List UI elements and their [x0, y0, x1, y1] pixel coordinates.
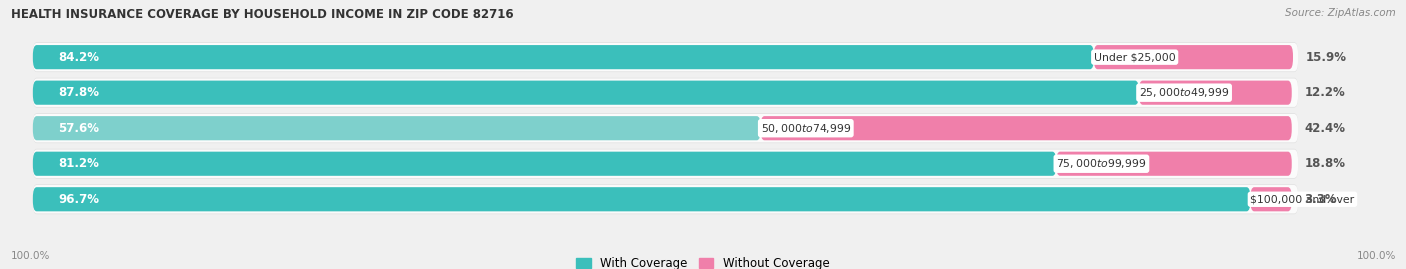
FancyBboxPatch shape	[32, 79, 1298, 107]
FancyBboxPatch shape	[32, 150, 1298, 178]
Text: 15.9%: 15.9%	[1306, 51, 1347, 64]
FancyBboxPatch shape	[32, 42, 1298, 72]
FancyBboxPatch shape	[32, 113, 1298, 143]
Text: 87.8%: 87.8%	[58, 86, 98, 99]
Legend: With Coverage, Without Coverage: With Coverage, Without Coverage	[572, 253, 834, 269]
FancyBboxPatch shape	[32, 149, 1298, 179]
FancyBboxPatch shape	[32, 187, 1250, 211]
FancyBboxPatch shape	[32, 114, 1298, 142]
Text: Under $25,000: Under $25,000	[1094, 52, 1175, 62]
FancyBboxPatch shape	[32, 43, 1298, 71]
Text: HEALTH INSURANCE COVERAGE BY HOUSEHOLD INCOME IN ZIP CODE 82716: HEALTH INSURANCE COVERAGE BY HOUSEHOLD I…	[11, 8, 513, 21]
FancyBboxPatch shape	[761, 116, 1292, 140]
Text: $75,000 to $99,999: $75,000 to $99,999	[1056, 157, 1146, 170]
FancyBboxPatch shape	[32, 184, 1298, 214]
FancyBboxPatch shape	[1139, 81, 1292, 105]
Text: 84.2%: 84.2%	[58, 51, 98, 64]
FancyBboxPatch shape	[32, 185, 1298, 214]
FancyBboxPatch shape	[32, 152, 1056, 176]
FancyBboxPatch shape	[1250, 187, 1292, 211]
Text: $50,000 to $74,999: $50,000 to $74,999	[761, 122, 851, 135]
Text: 57.6%: 57.6%	[58, 122, 98, 135]
FancyBboxPatch shape	[1094, 45, 1294, 69]
Text: Source: ZipAtlas.com: Source: ZipAtlas.com	[1285, 8, 1396, 18]
Text: 81.2%: 81.2%	[58, 157, 98, 170]
Text: 3.3%: 3.3%	[1305, 193, 1337, 206]
FancyBboxPatch shape	[32, 116, 761, 140]
Text: 18.8%: 18.8%	[1305, 157, 1346, 170]
FancyBboxPatch shape	[32, 81, 1139, 105]
Text: $25,000 to $49,999: $25,000 to $49,999	[1139, 86, 1229, 99]
Text: 96.7%: 96.7%	[58, 193, 98, 206]
FancyBboxPatch shape	[1056, 152, 1292, 176]
Text: 12.2%: 12.2%	[1305, 86, 1346, 99]
Text: 100.0%: 100.0%	[1357, 251, 1396, 261]
Text: 42.4%: 42.4%	[1305, 122, 1346, 135]
Text: $100,000 and over: $100,000 and over	[1250, 194, 1354, 204]
FancyBboxPatch shape	[32, 45, 1094, 69]
FancyBboxPatch shape	[32, 78, 1298, 108]
Text: 100.0%: 100.0%	[11, 251, 51, 261]
